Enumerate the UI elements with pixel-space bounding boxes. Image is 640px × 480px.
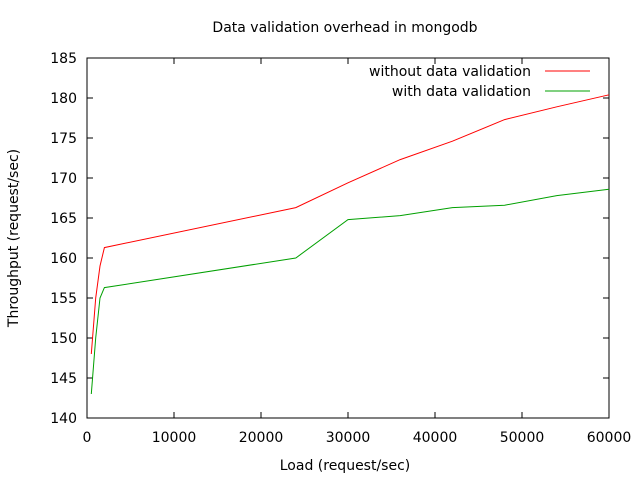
series-group	[90, 94, 610, 395]
x-tick-label: 10000	[152, 430, 197, 446]
series-line-2	[90, 188, 610, 395]
plot-frame	[86, 57, 610, 419]
y-tick-label: 160	[50, 251, 77, 267]
y-tick-label: 185	[50, 51, 77, 67]
plot-area	[86, 57, 610, 419]
y-tick-label: 140	[50, 411, 77, 427]
x-tick-label: 40000	[413, 430, 458, 446]
series-line-1	[90, 94, 610, 355]
y-axis: 140 145 150 155 160 165 170 175 180 185	[50, 51, 609, 427]
x-tick-label: 20000	[239, 430, 284, 446]
x-axis: 0 10000 20000 30000 40000 50000 60000	[83, 58, 632, 446]
y-tick-label: 155	[50, 291, 77, 307]
x-axis-label: Load (request/sec)	[280, 458, 411, 474]
x-tick-label: 60000	[587, 430, 632, 446]
legend: without data validation with data validat…	[369, 64, 590, 100]
y-tick-label: 175	[50, 131, 77, 147]
x-tick-label: 0	[83, 430, 92, 446]
legend-label: with data validation	[392, 84, 531, 100]
x-tick-label: 50000	[500, 430, 545, 446]
legend-label: without data validation	[369, 64, 531, 80]
y-tick-label: 170	[50, 171, 77, 187]
y-tick-label: 180	[50, 91, 77, 107]
chart-title: Data validation overhead in mongodb	[212, 20, 477, 36]
y-tick-label: 145	[50, 371, 77, 387]
x-tick-label: 30000	[326, 430, 371, 446]
y-axis-label: Throughput (request/sec)	[6, 149, 22, 328]
y-tick-label: 150	[50, 331, 77, 347]
y-tick-label: 165	[50, 211, 77, 227]
